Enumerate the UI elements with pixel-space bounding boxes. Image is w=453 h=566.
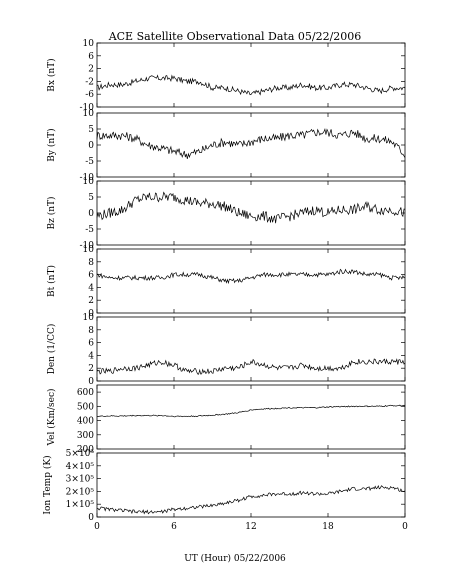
y-tick-label-by: -10 — [80, 173, 95, 183]
y-tick-label-bt: 10 — [83, 245, 95, 255]
y-tick-label-bz: 5 — [88, 193, 94, 203]
y-tick-label-temp: 1×10⁵ — [66, 500, 95, 510]
x-tick-label: 6 — [171, 522, 177, 532]
y-tick-label-den: 10 — [83, 313, 95, 323]
y-tick-label-bt: 2 — [88, 296, 94, 306]
y-axis-label-by: By (nT) — [46, 128, 57, 161]
y-tick-label-temp: 2×10⁵ — [66, 487, 95, 497]
panel-frame-temp — [96, 452, 406, 518]
series-line-temp — [96, 484, 406, 515]
y-axis-label-vel: Vel (Km/sec) — [46, 388, 57, 446]
y-tick-label-temp: 5×10⁵ — [66, 449, 95, 459]
y-tick-label-bx: 2 — [88, 65, 94, 75]
series-line-vel — [96, 404, 406, 418]
y-tick-label-den: 6 — [88, 339, 94, 349]
y-axis-label-bz: Bz (nT) — [46, 196, 57, 229]
x-axis-label: UT (Hour) 05/22/2006 — [184, 553, 286, 564]
series-line-by — [96, 127, 406, 159]
y-tick-label-by: 5 — [88, 125, 94, 135]
panel-frame-bx — [96, 42, 406, 108]
y-tick-label-bx: 10 — [83, 39, 95, 49]
y-tick-label-bz: -10 — [80, 241, 95, 251]
y-tick-label-by: 0 — [88, 141, 94, 151]
panel-bx: -10 -6 -2 2 6 10 Bx (nT) — [46, 39, 406, 113]
x-tick-label: 0 — [94, 522, 100, 532]
y-tick-label-bz: -5 — [85, 225, 94, 235]
y-tick-label-vel: 300 — [77, 431, 94, 441]
y-tick-label-den: 8 — [88, 326, 94, 336]
chart-title: ACE Satellite Observational Data 05/22/2… — [108, 30, 362, 43]
y-tick-label-den: 4 — [88, 351, 94, 361]
y-axis-label-den: Den (1/CC) — [46, 324, 57, 375]
y-tick-label-bt: 6 — [88, 271, 94, 281]
panel-frame-bt — [96, 248, 406, 314]
y-tick-label-temp: 4×10⁵ — [66, 462, 95, 472]
y-tick-label-temp: 0 — [88, 513, 94, 523]
y-tick-label-vel: 400 — [77, 417, 94, 427]
y-tick-label-vel: 600 — [77, 388, 94, 398]
y-axis-label-bt: Bt (nT) — [46, 265, 57, 297]
y-tick-label-den: 2 — [88, 364, 94, 374]
y-tick-label-bz: 10 — [83, 177, 95, 187]
panel-bt: 0 2 4 6 8 10 Bt (nT) — [46, 245, 406, 319]
y-tick-label-bx: 6 — [88, 52, 94, 62]
series-line-bz — [96, 191, 406, 224]
y-tick-label-bx: -6 — [85, 90, 94, 100]
panel-frame-bz — [96, 180, 406, 246]
panel-bz: -10 -5 0 5 10 Bz (nT) — [46, 177, 406, 251]
x-tick-label: 12 — [245, 522, 256, 532]
panels-layer: -10 -6 -2 2 6 10 Bx (nT) -10 -5 0 5 10 By (nT) -10 -5 0… — [42, 39, 408, 532]
y-tick-label-bx: -10 — [80, 103, 95, 113]
panel-vel: 200 300 400 500 600 Vel (Km/sec) — [46, 384, 406, 455]
y-axis-label-temp: Ion Temp (K) — [42, 455, 53, 514]
y-tick-label-vel: 500 — [77, 402, 94, 412]
x-tick-label: 0 — [402, 522, 408, 532]
y-tick-label-bx: -2 — [85, 77, 94, 87]
panel-frame-vel — [96, 384, 406, 450]
panel-temp: 0 1×10⁵ 2×10⁵ 3×10⁵ 4×10⁵ 5×10⁵ Ion Temp (K) — [42, 449, 406, 523]
x-tick-label: 18 — [322, 522, 334, 532]
y-tick-label-bt: 0 — [88, 309, 94, 319]
y-tick-label-den: 0 — [88, 377, 94, 387]
series-line-den — [96, 358, 406, 375]
series-line-bx — [96, 74, 406, 96]
y-tick-label-by: -5 — [85, 157, 94, 167]
y-tick-label-vel: 200 — [77, 445, 94, 455]
y-tick-label-bt: 4 — [88, 283, 94, 293]
panel-frame-den — [96, 316, 406, 382]
y-tick-label-bz: 0 — [88, 209, 94, 219]
y-tick-label-temp: 3×10⁵ — [66, 475, 95, 485]
series-line-bt — [96, 268, 406, 285]
y-tick-label-bt: 8 — [88, 258, 94, 268]
y-tick-label-by: 10 — [83, 109, 95, 119]
panel-den: 0 2 4 6 8 10 Den (1/CC) — [46, 313, 406, 387]
panel-by: -10 -5 0 5 10 By (nT) — [46, 109, 406, 183]
y-axis-label-bx: Bx (nT) — [46, 58, 57, 91]
